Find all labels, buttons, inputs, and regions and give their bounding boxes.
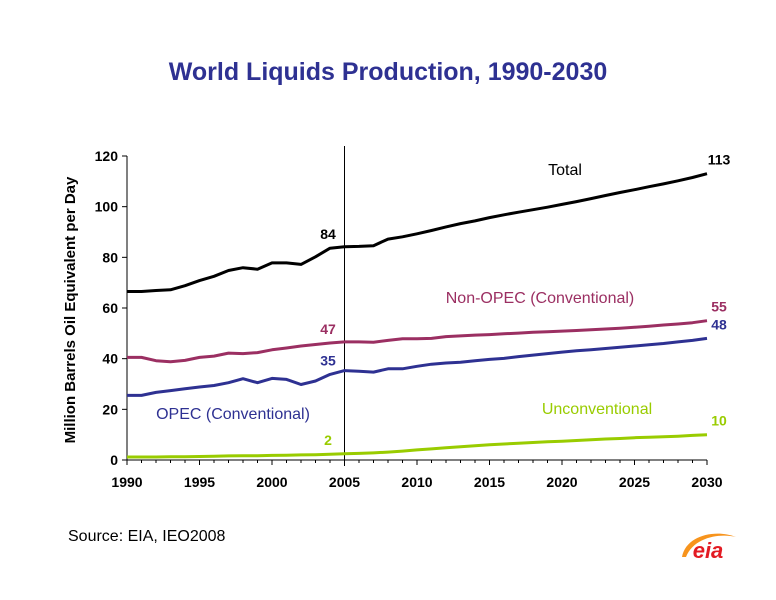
series-line-0 [127, 172, 708, 293]
data-label: 48 [711, 316, 727, 332]
series-label-non-opec: Non-OPEC (Conventional) [446, 290, 635, 307]
svg-text:eia: eia [693, 538, 724, 563]
x-tick-label: 2005 [329, 474, 360, 490]
eia-logo: eia [682, 533, 736, 563]
y-tick-label: 40 [102, 351, 118, 367]
y-tick-label: 20 [102, 401, 118, 417]
x-tick-label: 2000 [256, 474, 287, 490]
x-tick-label: 2030 [691, 474, 722, 490]
x-tick-label: 2020 [546, 474, 577, 490]
chart-axes: 0 20 40 60 80 100 120 1990 1995 2000 2005 2010 2015 2… [95, 146, 723, 490]
y-tick-label: 80 [102, 249, 118, 265]
series-label-opec: OPEC (Conventional) [156, 406, 310, 423]
x-tick-label: 2010 [401, 474, 432, 490]
y-tick-label: 60 [102, 300, 118, 316]
data-label: 35 [320, 352, 336, 368]
source-note: Source: EIA, IEO2008 [68, 528, 226, 545]
x-tick-label: 2015 [474, 474, 505, 490]
series-label-total: Total [548, 162, 582, 179]
data-label: 47 [320, 321, 336, 337]
series-line-3 [127, 433, 708, 459]
y-axis-label: Million Barrels Oil Equivalent per Day [62, 176, 79, 443]
series-line-2 [127, 336, 708, 397]
x-tick-label: 1995 [184, 474, 215, 490]
data-label: 113 [708, 152, 731, 168]
chart-title: World Liquids Production, 1990-2030 [168, 58, 608, 86]
series-label-unconventional: Unconventional [542, 401, 652, 418]
series-lines [127, 172, 708, 459]
x-tick-label: 1990 [111, 474, 142, 490]
series-line-1 [127, 319, 708, 364]
data-label: 10 [711, 413, 727, 429]
y-tick-label: 0 [110, 452, 118, 468]
x-tick-label: 2025 [619, 474, 650, 490]
y-tick-label: 100 [95, 199, 119, 215]
data-label: 55 [711, 299, 727, 315]
data-label: 84 [320, 226, 336, 242]
data-labels: 84 113 47 55 35 48 2 10 [320, 152, 730, 448]
data-label: 2 [324, 432, 332, 448]
y-tick-label: 120 [95, 148, 119, 164]
series-name-labels: Total Non-OPEC (Conventional) OPEC (Conv… [156, 162, 652, 423]
